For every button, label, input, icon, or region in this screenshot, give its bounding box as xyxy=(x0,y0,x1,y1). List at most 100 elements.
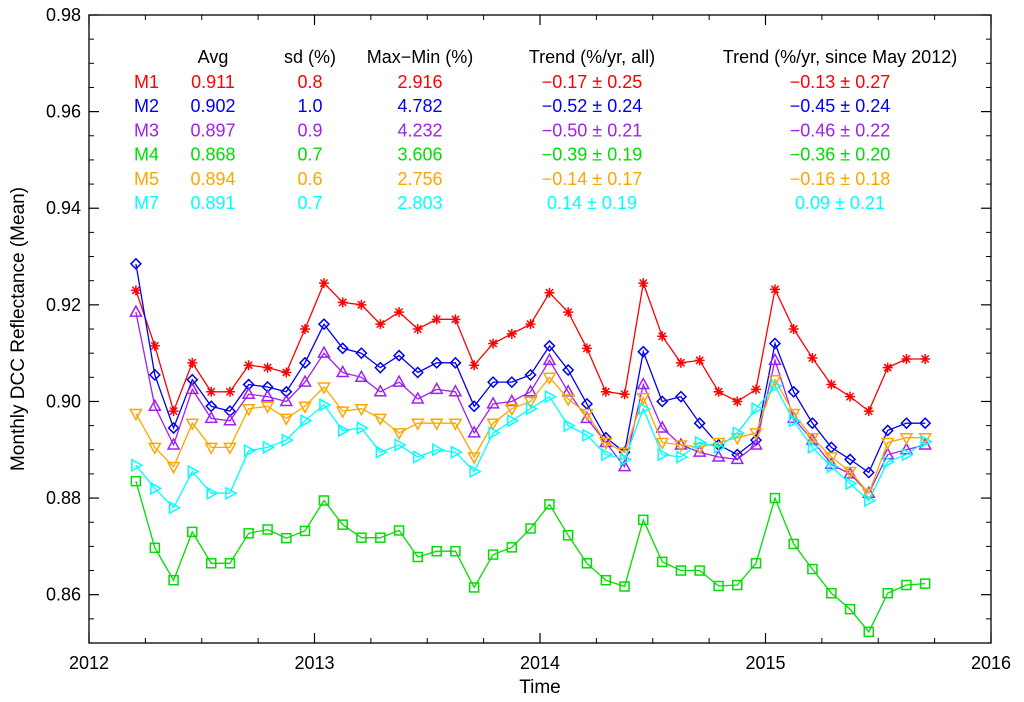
data-point xyxy=(805,432,820,446)
data-point xyxy=(450,314,461,325)
data-point xyxy=(262,440,276,455)
data-point xyxy=(732,426,745,440)
data-point xyxy=(448,418,463,431)
data-point xyxy=(337,519,348,530)
data-point xyxy=(430,356,443,369)
data-point xyxy=(354,369,369,383)
data-point xyxy=(431,314,442,325)
data-point xyxy=(769,492,781,504)
data-point xyxy=(281,367,292,378)
data-point xyxy=(599,434,613,448)
data-point xyxy=(375,532,386,543)
data-point xyxy=(638,278,649,289)
table-cell: 0.7 xyxy=(297,145,322,165)
data-point xyxy=(657,447,670,462)
data-point xyxy=(488,338,499,349)
data-point xyxy=(768,352,782,366)
data-point xyxy=(129,408,143,422)
data-point xyxy=(431,545,442,557)
data-point xyxy=(260,389,275,402)
data-point xyxy=(450,445,463,459)
data-point xyxy=(655,437,669,451)
data-point xyxy=(751,384,762,395)
data-point xyxy=(429,381,444,395)
data-point xyxy=(580,408,594,422)
data-point xyxy=(166,461,181,475)
data-point xyxy=(356,421,369,435)
data-point xyxy=(826,587,837,599)
data-point xyxy=(561,384,575,397)
data-point xyxy=(205,558,217,569)
y-axis: 0.86 0.88 0.90 0.92 0.94 0.96 0.98 xyxy=(46,5,991,644)
data-point xyxy=(468,582,480,593)
data-point xyxy=(806,417,819,430)
table-header: sd (%) xyxy=(284,47,336,67)
data-point xyxy=(149,542,161,554)
y-tick-label: 0.86 xyxy=(46,585,81,605)
table-cell: 0.9 xyxy=(297,120,322,140)
data-point xyxy=(131,458,144,472)
data-point xyxy=(600,574,612,586)
data-point xyxy=(318,495,330,506)
data-point xyxy=(300,414,313,428)
data-point xyxy=(318,278,329,289)
data-point xyxy=(374,361,387,374)
table-header: Trend (%/yr, all) xyxy=(529,47,655,67)
table-row-label: M5 xyxy=(134,169,159,189)
data-point xyxy=(882,587,893,599)
data-point xyxy=(335,406,350,419)
y-tick-label: 0.94 xyxy=(46,198,81,218)
data-point xyxy=(486,396,500,409)
data-point xyxy=(675,357,686,368)
data-point xyxy=(373,413,388,426)
data-point xyxy=(392,374,406,387)
x-tick-label: 2012 xyxy=(69,653,109,673)
table-cell: −0.50 ± 0.21 xyxy=(542,120,642,140)
data-point xyxy=(562,364,575,377)
data-point xyxy=(168,500,182,515)
data-point xyxy=(919,417,932,430)
data-point xyxy=(881,424,894,437)
data-point xyxy=(224,558,236,569)
data-point xyxy=(826,379,837,390)
data-point xyxy=(356,532,367,543)
data-point xyxy=(843,466,857,480)
series-line xyxy=(135,384,926,509)
data-point xyxy=(505,403,519,417)
x-tick-label: 2015 xyxy=(745,653,785,673)
table-cell: −0.14 ± 0.17 xyxy=(542,169,642,189)
data-point xyxy=(130,285,141,296)
table-cell: −0.36 ± 0.20 xyxy=(790,145,890,165)
data-point xyxy=(561,394,575,407)
data-point xyxy=(674,440,688,453)
data-point xyxy=(129,304,143,317)
data-point xyxy=(187,464,200,479)
table-row-label: M7 xyxy=(134,193,159,213)
table-cell: 0.868 xyxy=(190,145,235,165)
table-row-label: M3 xyxy=(134,120,159,140)
data-point xyxy=(768,337,782,350)
x-axis: 2012 2013 2014 2015 2016 xyxy=(69,15,1011,673)
data-point xyxy=(581,343,592,354)
table-row-label: M2 xyxy=(134,96,159,116)
data-point xyxy=(467,452,481,465)
data-point xyxy=(130,475,142,487)
table-cell: −0.16 ± 0.18 xyxy=(790,169,890,189)
y-tick-label: 0.96 xyxy=(46,102,81,122)
table-row-label: M1 xyxy=(134,72,159,92)
table-row-label: M4 xyxy=(134,145,159,165)
data-point xyxy=(676,450,689,464)
data-point xyxy=(636,392,651,406)
data-point xyxy=(899,442,914,455)
data-point xyxy=(393,525,405,536)
data-point xyxy=(467,425,481,438)
y-tick-label: 0.92 xyxy=(46,295,81,315)
data-point xyxy=(749,437,763,450)
data-point xyxy=(600,386,611,397)
data-point xyxy=(429,418,444,431)
data-point xyxy=(732,396,743,407)
data-point xyxy=(187,526,198,538)
table-cell: −0.13 ± 0.27 xyxy=(790,72,890,92)
data-point xyxy=(920,353,931,364)
data-point xyxy=(262,362,273,373)
